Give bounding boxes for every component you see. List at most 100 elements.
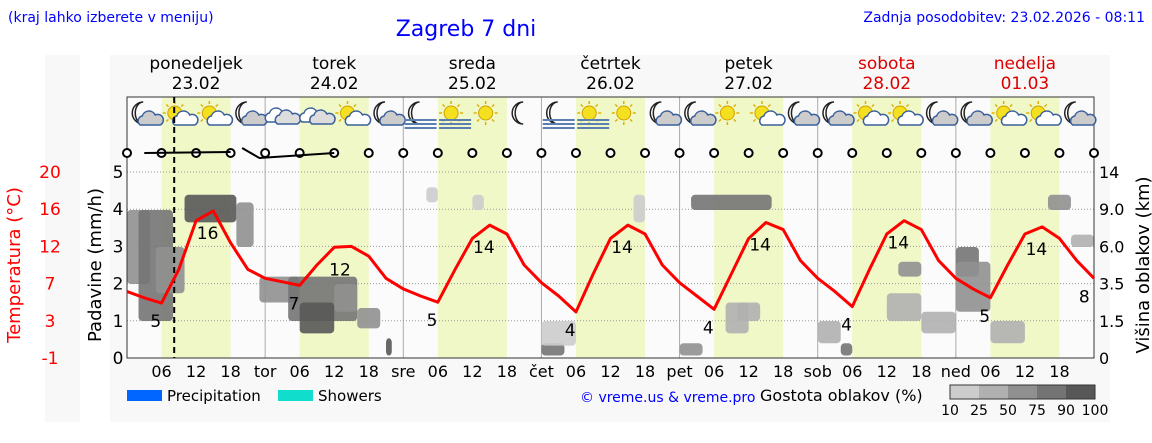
cloud-patch (886, 293, 922, 321)
sun-ray (856, 103, 860, 108)
moon-cloud-icon (1064, 101, 1097, 126)
sun-ray (905, 103, 910, 108)
sun-ray (752, 103, 757, 108)
moon-cloud-icon (131, 101, 165, 126)
copyright-link[interactable]: © vreme.us & vreme.pro (580, 390, 755, 406)
sun-cloud-icon (749, 101, 786, 126)
cloud-tick-label: 9.0 (1099, 200, 1124, 219)
sun-ray (767, 103, 771, 108)
left-axis-panel (45, 55, 80, 422)
sun-ray (718, 118, 722, 123)
moon-cloud-icon (235, 101, 268, 126)
sun-ray (580, 103, 584, 108)
menu-hint[interactable]: (kraj lahko izberete v meniju) (8, 10, 214, 26)
cloud-patch (840, 343, 853, 356)
sun-fog-icon (577, 101, 610, 129)
cloud-patch (955, 261, 991, 312)
cloud-patch (817, 321, 841, 344)
moon-fog-icon (404, 101, 437, 129)
cloud-patch (541, 343, 565, 356)
wind-barb-line (144, 147, 335, 160)
sun-ray (629, 103, 633, 108)
sun-ray (733, 103, 737, 108)
cloud-shape (137, 110, 165, 126)
sun-ray (165, 118, 169, 123)
day-date: 01.03 (1001, 74, 1050, 94)
precip-tick-label: 4 (113, 200, 124, 220)
sun-ray (338, 118, 342, 123)
wind-calm-marker (1019, 148, 1030, 158)
wind-calm-marker (122, 148, 132, 158)
sun-cloud-icon (197, 101, 234, 126)
day-short-label: sre (391, 362, 415, 381)
sun-ray (614, 118, 618, 123)
density-swatch (950, 385, 979, 399)
sun-ray (353, 103, 357, 108)
cloud-shape (655, 110, 683, 126)
sun-ray (491, 103, 495, 108)
cloud-patch (1047, 194, 1071, 210)
day-short-label: ned (941, 362, 971, 381)
hour-tick-label: 06 (566, 362, 586, 381)
temp-data-label: 4 (703, 318, 714, 338)
sun-cloud-icon (853, 101, 890, 126)
sun-ray (994, 118, 998, 123)
day-date: 26.02 (586, 74, 635, 94)
cloud-shape (862, 110, 890, 126)
wind-calm-marker (881, 148, 892, 158)
moon-cloud-icon (649, 101, 683, 126)
sun-ray (733, 118, 737, 123)
cloud-shape (206, 110, 234, 126)
hour-tick-label: 12 (600, 362, 620, 381)
temp-tick-label: 20 (39, 163, 61, 183)
precip-tick-label: 2 (113, 275, 124, 295)
sun-ray (871, 103, 875, 108)
cloud-patch (541, 321, 576, 346)
wind-calm-marker (501, 148, 512, 158)
temp-data-label: 14 (1026, 240, 1048, 260)
wind-calm-marker (536, 148, 547, 158)
density-tick: 75 (1028, 403, 1046, 419)
sun-cloud-icon (335, 101, 372, 126)
cloud-tick-label: 14 (1099, 163, 1119, 182)
cloud-patch (633, 194, 646, 223)
cloud-patch (236, 202, 254, 247)
cloud-patch (1070, 234, 1094, 247)
wind-calm-marker (674, 148, 685, 158)
sun-ray (476, 103, 480, 108)
sun-ray (752, 118, 757, 123)
showers-legend-label: Showers (318, 387, 382, 405)
temp-data-label: 5 (150, 312, 161, 332)
cloud-patch (990, 321, 1025, 344)
sun-ray (338, 103, 342, 108)
cloud-shape (793, 110, 821, 126)
cloud-tick-label: 0 (1099, 349, 1109, 368)
day-short-label: pet (666, 362, 692, 381)
last-updated: Zadnja posodobitev: 23.02.2026 - 08:11 (863, 10, 1145, 26)
sun-ray (994, 103, 998, 108)
temp-axis-label: Temperatura (°C) (4, 187, 25, 344)
hour-tick-label: 12 (462, 362, 482, 381)
wind-calm-marker (847, 148, 858, 158)
temp-tick-label: 7 (45, 275, 56, 295)
cloud-patch (691, 194, 772, 210)
temp-data-label: 4 (841, 316, 852, 336)
precip-legend-label: Precipitation (167, 387, 261, 405)
day-date: 24.02 (310, 74, 359, 94)
sun-ray (215, 103, 219, 108)
hour-tick-label: 12 (738, 362, 758, 381)
cloud-tick-label: 3.5 (1099, 275, 1124, 294)
precip-tick-label: 1 (113, 312, 124, 332)
day-short-label: tor (254, 362, 277, 381)
hour-tick-label: 06 (428, 362, 448, 381)
cloud-tick-label: 1.5 (1099, 312, 1124, 331)
daylight-band (990, 97, 1060, 358)
wind-calm-marker (605, 148, 616, 158)
cloud-patch (679, 343, 703, 356)
sun-shape (616, 105, 632, 121)
cloud-shape (689, 110, 717, 126)
day-date: 23.02 (172, 74, 221, 94)
cloud-shape (344, 110, 372, 126)
wind-calm-marker (260, 148, 271, 158)
precip-tick-label: 0 (113, 349, 124, 369)
